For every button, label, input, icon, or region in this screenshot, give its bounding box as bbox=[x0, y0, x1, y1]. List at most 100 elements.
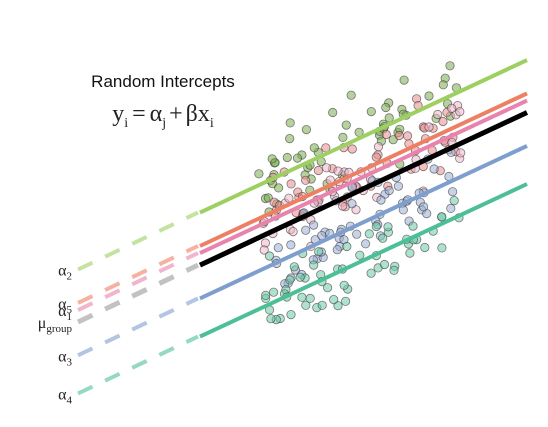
point-4-8 bbox=[329, 294, 339, 305]
label-base: α bbox=[58, 303, 67, 320]
point-4-33 bbox=[449, 196, 459, 206]
eq-beta-x: βx bbox=[186, 101, 210, 127]
point-4-39 bbox=[285, 275, 295, 285]
point-1-22 bbox=[456, 148, 466, 158]
intercept-label--4: α4 bbox=[58, 387, 72, 407]
point-2-47 bbox=[381, 102, 391, 113]
point-4-28 bbox=[389, 265, 399, 275]
extrapolation-dashes bbox=[76, 210, 200, 396]
point-4-15 bbox=[437, 243, 447, 253]
point-4-25 bbox=[295, 272, 305, 282]
point-2-42 bbox=[346, 90, 356, 100]
point-5-43 bbox=[347, 144, 357, 154]
point-2-56 bbox=[438, 80, 448, 90]
point-4-34 bbox=[378, 233, 388, 243]
point-3-17 bbox=[376, 195, 386, 205]
alpha-1-line bbox=[199, 98, 528, 255]
label-base: α bbox=[58, 348, 67, 365]
label-sub: 3 bbox=[67, 356, 73, 368]
alpha-5-dashed-line bbox=[77, 244, 199, 305]
eq-plus: + bbox=[169, 101, 183, 127]
regression-lines bbox=[198, 58, 529, 339]
point-3-19 bbox=[384, 185, 394, 196]
label-sub: 1 bbox=[67, 311, 73, 323]
point-4-29 bbox=[309, 260, 319, 270]
point-4-57 bbox=[342, 241, 352, 252]
point-4-50 bbox=[379, 259, 390, 270]
point-2-3 bbox=[341, 120, 351, 130]
point-4-58 bbox=[260, 290, 271, 300]
point-4-6 bbox=[340, 296, 351, 306]
eq-alpha: α bbox=[150, 101, 163, 127]
point-2-22 bbox=[285, 118, 295, 128]
point-1-13 bbox=[447, 103, 457, 113]
point-5-42 bbox=[402, 131, 413, 141]
alpha-3-line bbox=[199, 144, 528, 301]
point-1-36 bbox=[333, 166, 343, 176]
point-3-32 bbox=[360, 239, 371, 249]
point-3-11 bbox=[332, 245, 342, 255]
point-4-55 bbox=[266, 314, 276, 324]
point-4-38 bbox=[264, 251, 275, 261]
point-1-31 bbox=[321, 163, 332, 173]
alpha-1-dashed-line bbox=[77, 251, 199, 312]
point-5-37 bbox=[394, 130, 404, 141]
point-5-47 bbox=[381, 129, 391, 140]
point-4-4 bbox=[322, 283, 333, 293]
point-5-36 bbox=[313, 165, 323, 176]
alpha-2-dashed-line bbox=[77, 210, 199, 272]
model-equation: yi = αj + βxi bbox=[112, 101, 214, 131]
eq-y: y bbox=[112, 101, 124, 127]
point-3-47 bbox=[352, 229, 362, 239]
point-5-6 bbox=[371, 152, 381, 162]
label-base: μ bbox=[38, 315, 47, 332]
point-2-16 bbox=[328, 107, 338, 118]
point-3-15 bbox=[447, 187, 458, 197]
point-4-24 bbox=[297, 292, 307, 302]
label-sub: 5 bbox=[67, 304, 73, 316]
point-4-19 bbox=[355, 250, 365, 260]
point-3-48 bbox=[308, 220, 319, 230]
point-4-49 bbox=[301, 300, 311, 310]
intercept-label--1: α1 bbox=[58, 303, 72, 323]
point-5-32 bbox=[286, 179, 296, 189]
point-3-55 bbox=[446, 203, 456, 213]
point-4-53 bbox=[305, 293, 315, 303]
point-3-52 bbox=[393, 181, 403, 191]
point-4-48 bbox=[339, 280, 349, 290]
point-2-33 bbox=[273, 183, 284, 193]
point-2-58 bbox=[292, 153, 303, 163]
point-3-6 bbox=[286, 240, 296, 250]
point-2-24 bbox=[366, 107, 376, 117]
point-4-59 bbox=[420, 242, 430, 253]
eq-y-sub: i bbox=[124, 116, 128, 131]
intercept-label--2: α2 bbox=[58, 263, 72, 283]
point-4-37 bbox=[383, 222, 393, 232]
point-3-44 bbox=[418, 202, 429, 212]
point-5-0 bbox=[300, 175, 311, 185]
alpha-5-line bbox=[199, 91, 528, 248]
point-4-52 bbox=[366, 268, 376, 278]
point-1-42 bbox=[259, 245, 269, 255]
point-4-5 bbox=[408, 221, 418, 231]
point-3-26 bbox=[273, 243, 283, 253]
point-1-21 bbox=[424, 122, 434, 132]
point-2-39 bbox=[384, 113, 394, 123]
point-1-11 bbox=[373, 142, 384, 152]
point-4-1 bbox=[268, 287, 279, 297]
point-2-32 bbox=[301, 125, 311, 135]
alpha-2-line bbox=[199, 58, 528, 215]
eq-x-sub: i bbox=[210, 116, 214, 131]
chart-title-group: Random Intercepts yi = αj + βxi bbox=[91, 72, 235, 131]
chart-title: Random Intercepts bbox=[91, 72, 235, 91]
intercept-label--group: μgroup bbox=[38, 315, 73, 335]
point-2-4 bbox=[282, 152, 292, 163]
group-mean-dashed-line bbox=[76, 262, 200, 325]
label-base: α bbox=[58, 263, 67, 280]
point-4-42 bbox=[437, 212, 447, 222]
point-4-45 bbox=[364, 229, 374, 239]
point-4-27 bbox=[286, 309, 296, 320]
point-2-6 bbox=[285, 134, 295, 144]
point-2-55 bbox=[338, 132, 348, 142]
